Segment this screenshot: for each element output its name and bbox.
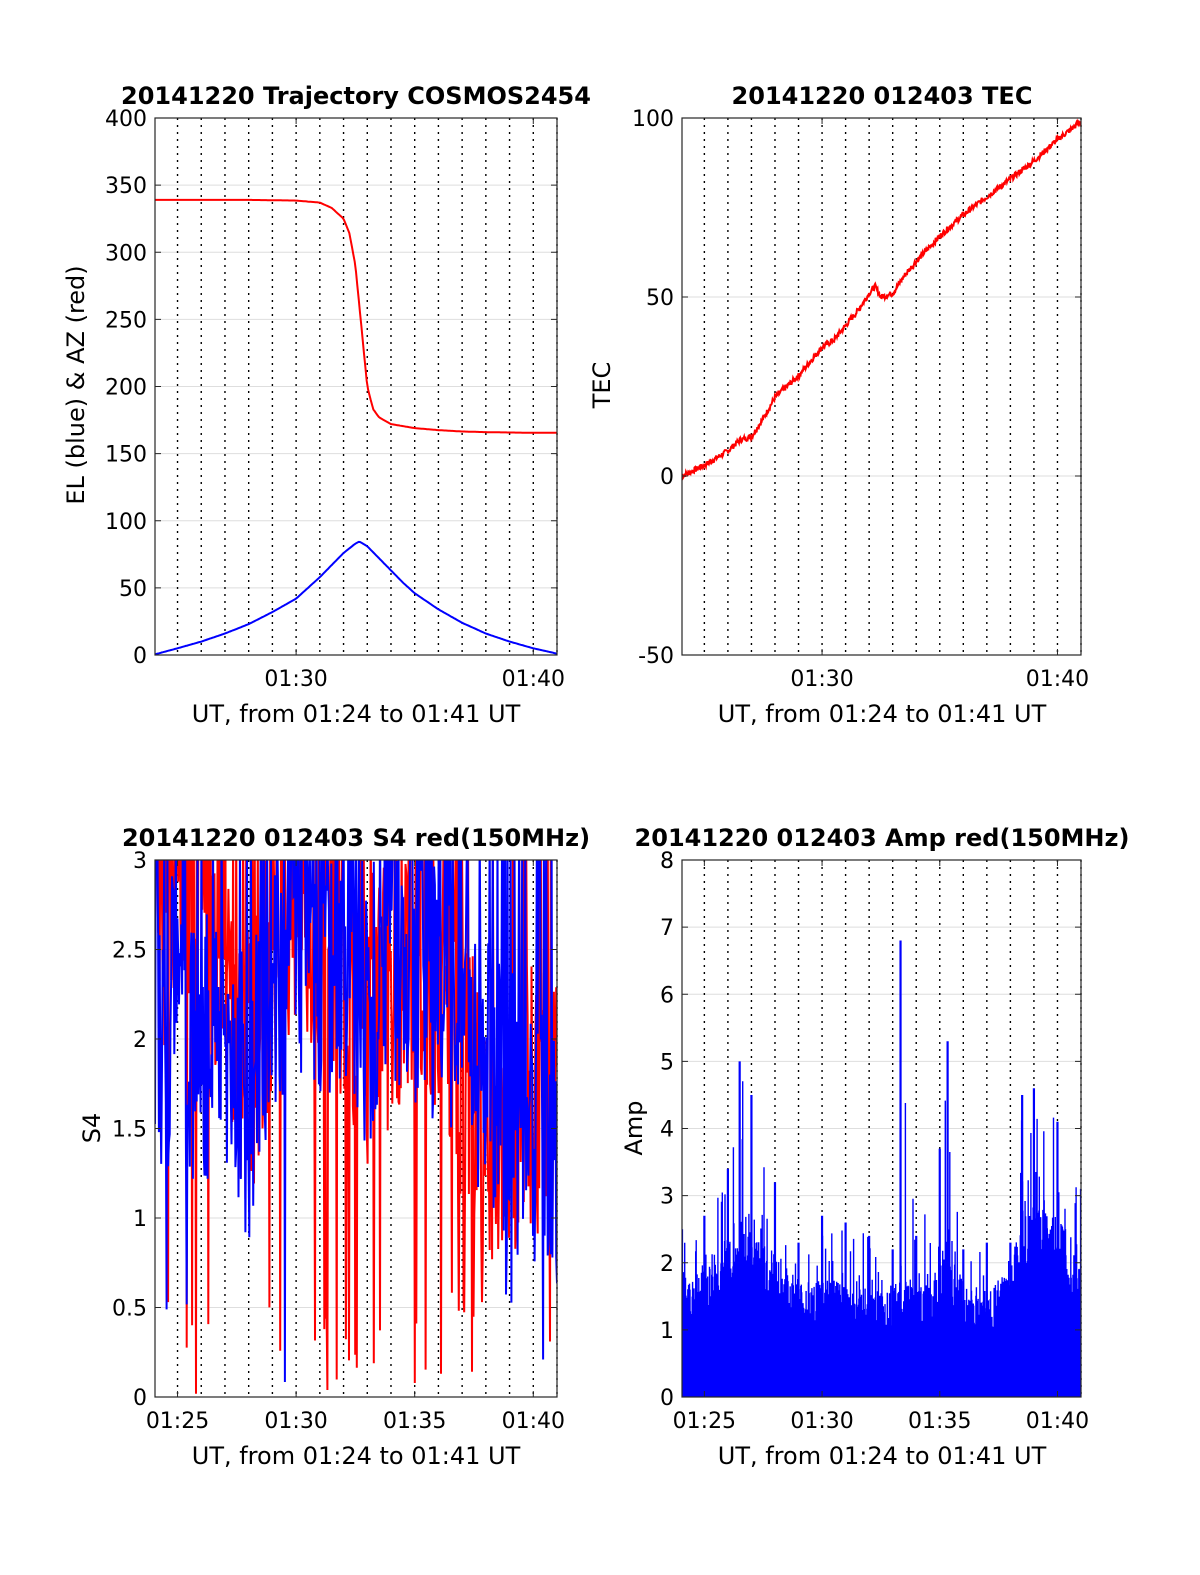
x-tick-label: 01:30 <box>264 1409 327 1434</box>
y-tick-label: 1 <box>660 1319 674 1344</box>
y-tick-label: 200 <box>105 376 147 401</box>
amp-plot-area: 0 1 2 3 4 5 6 7 8 01:25 01:30 01:35 01:40 <box>660 849 1089 1434</box>
y-tick-label: 2 <box>660 1252 674 1277</box>
s4-title: 20141220 012403 S4 red(150MHz) <box>122 824 590 852</box>
series-line-1 <box>155 540 557 655</box>
y-tick-label: 150 <box>105 443 147 468</box>
y-tick-label: 50 <box>646 286 674 311</box>
amp-ylabel: Amp <box>620 1100 648 1155</box>
y-tick-label: 1 <box>133 1207 147 1232</box>
axes-frame <box>681 117 1082 656</box>
x-tick-label: 01:30 <box>790 1409 853 1434</box>
trajectory-ylabel: EL (blue) & AZ (red) <box>62 265 90 504</box>
y-tick-label: 3 <box>133 849 147 874</box>
y-tick-label: 0 <box>133 1386 147 1411</box>
x-tick-label: 01:40 <box>1026 667 1089 692</box>
y-tick-label: 7 <box>660 916 674 941</box>
y-tick-label: 4 <box>660 1118 674 1143</box>
tec-panel: 20141220 012403 TEC UT, from 01:24 to 01… <box>588 82 1089 728</box>
y-tick-label: 6 <box>660 983 674 1008</box>
y-tick-label: 2 <box>133 1028 147 1053</box>
y-tick-label: 8 <box>660 849 674 874</box>
y-tick-label: 100 <box>105 510 147 535</box>
amp-title: 20141220 012403 Amp red(150MHz) <box>635 824 1130 852</box>
trajectory-xlabel: UT, from 01:24 to 01:41 UT <box>192 700 521 728</box>
x-tick-label: 01:40 <box>1026 1409 1089 1434</box>
trajectory-plot-area: 0 50 100 150 200 250 300 350 400 01:30 01:40 <box>105 107 565 692</box>
amp-panel: 20141220 012403 Amp red(150MHz) UT, from… <box>620 824 1129 1470</box>
s4-ylabel: S4 <box>78 1113 106 1144</box>
y-tick-label: 0 <box>133 644 147 669</box>
tec-title: 20141220 012403 TEC <box>732 82 1033 110</box>
y-tick-label: 400 <box>105 107 147 132</box>
y-tick-label: 3 <box>660 1185 674 1210</box>
s4-panel: 20141220 012403 S4 red(150MHz) UT, from … <box>78 824 590 1470</box>
y-tick-label: 1.5 <box>112 1118 147 1143</box>
series-group <box>155 860 557 1394</box>
series-line-0 <box>682 118 1081 481</box>
x-tick-label: 01:30 <box>790 667 853 692</box>
series-group <box>155 198 557 655</box>
trajectory-panel: 20141220 Trajectory COSMOS2454 UT, from … <box>62 82 591 728</box>
x-tick-label: 01:35 <box>908 1409 971 1434</box>
x-tick-label: 01:40 <box>502 1409 565 1434</box>
s4-xlabel: UT, from 01:24 to 01:41 UT <box>192 1442 521 1470</box>
tec-ylabel: TEC <box>588 362 616 410</box>
series-group <box>682 118 1081 481</box>
y-tick-label: 0 <box>660 1386 674 1411</box>
x-tick-label: 01:30 <box>264 667 327 692</box>
s4-plot-area: 0 0.5 1 1.5 2 2.5 3 01:25 01:30 01:35 01:40 <box>112 849 565 1434</box>
y-tick-label: 250 <box>105 308 147 333</box>
x-tick-label: 01:25 <box>673 1409 736 1434</box>
tec-xlabel: UT, from 01:24 to 01:41 UT <box>718 700 1047 728</box>
x-tick-label: 01:40 <box>502 667 565 692</box>
y-tick-label: 0 <box>660 465 674 490</box>
x-tick-label: 01:25 <box>146 1409 209 1434</box>
x-tick-label: 01:35 <box>383 1409 446 1434</box>
y-tick-label: 2.5 <box>112 939 147 964</box>
y-tick-label: 300 <box>105 241 147 266</box>
y-tick-label: -50 <box>638 644 674 669</box>
amp-xlabel: UT, from 01:24 to 01:41 UT <box>718 1442 1047 1470</box>
series-group <box>682 940 1081 1397</box>
tec-plot-area: -50 0 50 100 01:30 01:40 <box>632 107 1089 692</box>
trajectory-title: 20141220 Trajectory COSMOS2454 <box>121 82 591 110</box>
y-tick-label: 50 <box>119 577 147 602</box>
y-tick-label: 5 <box>660 1050 674 1075</box>
y-tick-label: 350 <box>105 174 147 199</box>
series-line-1 <box>155 860 557 1383</box>
y-tick-label: 100 <box>632 107 674 132</box>
series-line-0 <box>155 198 557 434</box>
y-tick-label: 0.5 <box>112 1297 147 1322</box>
